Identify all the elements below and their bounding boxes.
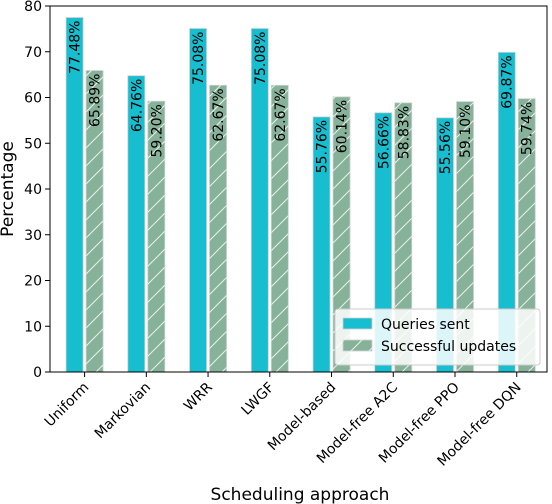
- bar-hatch-successful-updates: [333, 96, 351, 372]
- data-label-queries-sent: 56.66%: [376, 116, 392, 169]
- bar-hatch-successful-updates: [456, 101, 474, 373]
- legend-label-successful-updates: Successful updates: [381, 339, 516, 355]
- x-tick-label: LWGF: [239, 380, 278, 419]
- data-label-successful-updates: 58.83%: [396, 106, 412, 159]
- legend-swatch-hatch: [343, 340, 372, 351]
- data-label-successful-updates: 59.74%: [520, 102, 536, 155]
- y-tick-label: 60: [24, 91, 42, 107]
- y-tick-label: 20: [24, 274, 42, 290]
- data-label-queries-sent: 69.87%: [500, 55, 516, 108]
- x-axis-title: Scheduling approach: [211, 485, 390, 504]
- data-label-queries-sent: 75.08%: [191, 32, 207, 85]
- y-tick-label: 50: [24, 136, 42, 152]
- data-label-queries-sent: 75.08%: [253, 32, 269, 85]
- data-label-successful-updates: 65.89%: [88, 74, 104, 127]
- y-tick-label: 80: [24, 0, 42, 15]
- legend-swatch-queries-sent: [342, 317, 373, 330]
- y-tick-label: 40: [24, 182, 42, 198]
- y-tick-label: 30: [24, 228, 42, 244]
- y-tick-label: 0: [33, 365, 42, 381]
- x-tick-label: Markovian: [92, 380, 154, 442]
- data-label-successful-updates: 60.14%: [335, 100, 351, 153]
- legend: Queries sent Successful updates: [334, 308, 541, 366]
- bar-hatch-successful-updates: [271, 85, 289, 372]
- data-label-queries-sent: 77.48%: [68, 21, 84, 74]
- data-labels: 77.48%65.89% 64.76% 59.20%75.08%62.67%75.0…: [68, 21, 536, 175]
- bars: [65, 17, 536, 373]
- y-axis-title: Percentage: [0, 141, 18, 237]
- data-label-queries-sent: 55.56%: [438, 121, 454, 174]
- legend-box: [334, 308, 541, 366]
- y-tick-label: 70: [24, 45, 42, 61]
- data-label-successful-updates: 62.67%: [211, 88, 227, 141]
- y-tick-label: 10: [24, 319, 42, 335]
- legend-label-queries-sent: Queries sent: [381, 317, 470, 333]
- x-tick-label: Uniform: [42, 380, 93, 431]
- bar-hatch-successful-updates: [518, 98, 536, 372]
- bar-hatch-successful-updates: [209, 85, 227, 372]
- data-label-successful-updates: 59.10%: [458, 105, 474, 158]
- data-label-queries-sent: 55.76%: [315, 120, 331, 173]
- data-label-successful-updates: 62.67%: [273, 88, 289, 141]
- data-label-successful-updates: 59.20%: [149, 104, 165, 157]
- x-tick-label: WRR: [181, 379, 216, 414]
- data-label-queries-sent: 64.76%: [129, 79, 145, 132]
- bar-hatch-successful-updates: [147, 101, 165, 372]
- bar-hatch-successful-updates: [86, 70, 104, 372]
- bar-hatch-successful-updates: [394, 102, 412, 372]
